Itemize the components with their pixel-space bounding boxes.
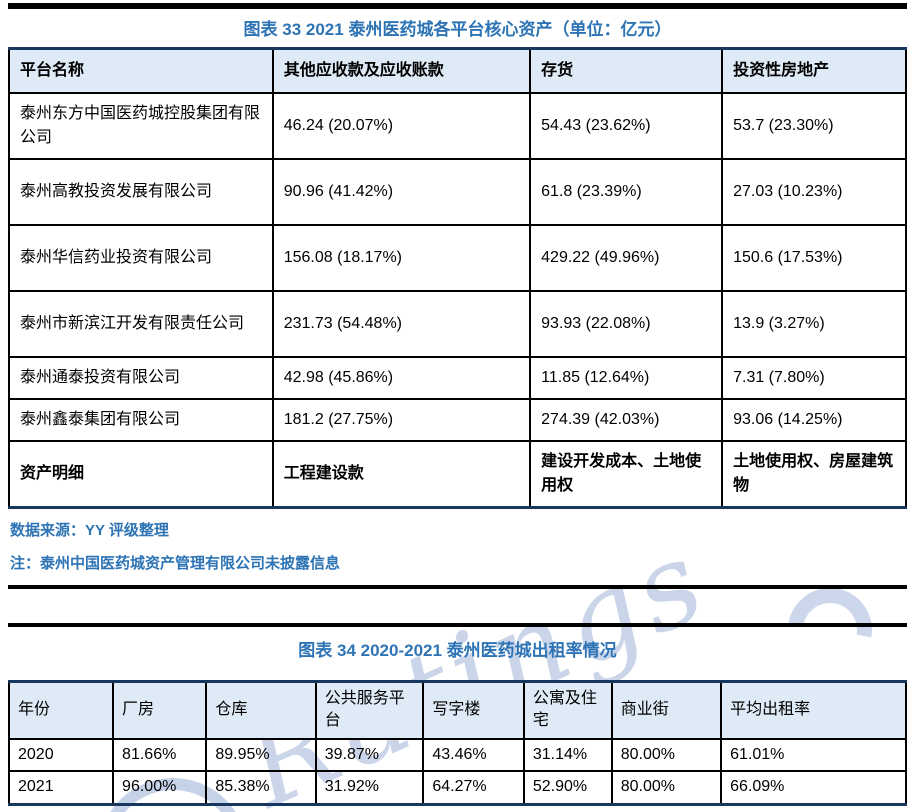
cell-value: 27.03 (10.23%): [721, 157, 907, 226]
asset-detail-row: 资产明细 工程建设款 建设开发成本、土地使用权 土地使用权、房屋建筑物: [8, 439, 907, 508]
cell-value: 181.2 (27.75%): [271, 397, 532, 442]
figure33-title: 图表 33 2021 泰州医药城各平台核心资产（单位：亿元）: [243, 20, 672, 39]
cell-value: 89.95%: [205, 737, 317, 773]
cell-value: 81.66%: [112, 737, 208, 773]
cell-detail: 工程建设款: [271, 439, 532, 508]
cell-value: 54.43 (23.62%): [529, 91, 724, 160]
section-gap: [8, 589, 907, 623]
cell-value: 31.14%: [522, 737, 613, 773]
cell-value: 156.08 (18.17%): [271, 223, 532, 292]
cell-value: 46.24 (20.07%): [271, 91, 532, 160]
cell-value: 64.27%: [422, 770, 525, 806]
table-row: 泰州华信药业投资有限公司 156.08 (18.17%) 429.22 (49.…: [8, 223, 907, 292]
column-header-platform: 平台名称: [8, 47, 274, 94]
column-header-apartment-residence: 公寓及住宅: [522, 680, 613, 740]
section-rule-figure33-bottom: [8, 584, 907, 589]
table-row: 泰州通泰投资有限公司 42.98 (45.86%) 11.85 (12.64%)…: [8, 355, 907, 400]
column-header-public-service-platform: 公共服务平台: [314, 680, 425, 740]
cell-value: 42.98 (45.86%): [271, 355, 532, 400]
cell-value: 43.46%: [422, 737, 525, 773]
cell-detail: 建设开发成本、土地使用权: [529, 439, 724, 508]
column-header-office: 写字楼: [422, 680, 525, 740]
column-header-factory: 厂房: [112, 680, 208, 740]
cell-platform-name: 泰州鑫泰集团有限公司: [8, 397, 274, 442]
cell-value: 52.90%: [522, 770, 613, 806]
cell-value: 53.7 (23.30%): [721, 91, 907, 160]
table-row: 泰州鑫泰集团有限公司 181.2 (27.75%) 274.39 (42.03%…: [8, 397, 907, 442]
cell-value: 96.00%: [112, 770, 208, 806]
table-row: 泰州市新滨江开发有限责任公司 231.73 (54.48%) 93.93 (22…: [8, 289, 907, 358]
cell-platform-name: 泰州东方中国医药城控股集团有限公司: [8, 91, 274, 160]
cell-platform-name: 泰州高教投资发展有限公司: [8, 157, 274, 226]
column-header-average-occupancy: 平均出租率: [720, 680, 907, 740]
column-header-commercial-street: 商业街: [610, 680, 723, 740]
cell-value: 80.00%: [610, 737, 723, 773]
section-rule-figure34-top: [8, 622, 907, 627]
cell-value: 90.96 (41.42%): [271, 157, 532, 226]
cell-value: 85.38%: [205, 770, 317, 806]
column-header-year: 年份: [7, 680, 115, 740]
cell-value: 93.06 (14.25%): [721, 397, 907, 442]
table-row: 2021 96.00% 85.38% 31.92% 64.27% 52.90% …: [7, 770, 907, 806]
figure33-source: 数据来源：YY 评级整理: [10, 521, 169, 539]
figure33-header-row: 平台名称 其他应收款及应收账款 存货 投资性房地产: [8, 47, 907, 94]
cell-detail: 土地使用权、房屋建筑物: [721, 439, 907, 508]
figure34-title: 图表 34 2020-2021 泰州医药城出租率情况: [298, 640, 617, 660]
cell-platform-name: 泰州华信药业投资有限公司: [8, 223, 274, 292]
cell-value: 31.92%: [314, 770, 425, 806]
column-header-inventory: 存货: [529, 47, 724, 94]
cell-year: 2021: [7, 770, 115, 806]
cell-value: 66.09%: [720, 770, 907, 806]
figure34-header-row: 年份 厂房 仓库 公共服务平台 写字楼 公寓及住宅 商业街 平均出租率: [7, 680, 907, 740]
cell-value: 11.85 (12.64%): [529, 355, 724, 400]
figure34-source: 数据来源：YY 评级整理: [8, 806, 907, 812]
cell-value: 150.6 (17.53%): [721, 223, 907, 292]
column-header-investment-property: 投资性房地产: [721, 47, 907, 94]
table-row: 2020 81.66% 89.95% 39.87% 43.46% 31.14% …: [7, 737, 907, 773]
cell-value: 7.31 (7.80%): [721, 355, 907, 400]
cell-platform-name: 泰州通泰投资有限公司: [8, 355, 274, 400]
cell-value: 429.22 (49.96%): [529, 223, 724, 292]
cell-value: 39.87%: [314, 737, 425, 773]
cell-value: 61.01%: [720, 737, 907, 773]
figure33-table: 平台名称 其他应收款及应收账款 存货 投资性房地产 泰州东方中国医药城控股集团有…: [8, 47, 907, 509]
cell-value: 93.93 (22.08%): [529, 289, 724, 358]
table-row: 泰州高教投资发展有限公司 90.96 (41.42%) 61.8 (23.39%…: [8, 157, 907, 226]
cell-year: 2020: [7, 737, 115, 773]
cell-value: 61.8 (23.39%): [529, 157, 724, 226]
cell-value: 80.00%: [610, 770, 723, 806]
table-row: 泰州东方中国医药城控股集团有限公司 46.24 (20.07%) 54.43 (…: [8, 91, 907, 160]
cell-value: 274.39 (42.03%): [529, 397, 724, 442]
cell-detail-label: 资产明细: [8, 439, 274, 508]
figure33-note: 注：泰州中国医药城资产管理有限公司未披露信息: [10, 554, 341, 572]
cell-value: 13.9 (3.27%): [721, 289, 907, 358]
column-header-warehouse: 仓库: [205, 680, 317, 740]
cell-platform-name: 泰州市新滨江开发有限责任公司: [8, 289, 274, 358]
column-header-receivables: 其他应收款及应收账款: [271, 47, 532, 94]
cell-value: 231.73 (54.48%): [271, 289, 532, 358]
figure34-table: 年份 厂房 仓库 公共服务平台 写字楼 公寓及住宅 商业街 平均出租率 2020…: [7, 679, 907, 806]
section-rule-top: [8, 3, 907, 9]
